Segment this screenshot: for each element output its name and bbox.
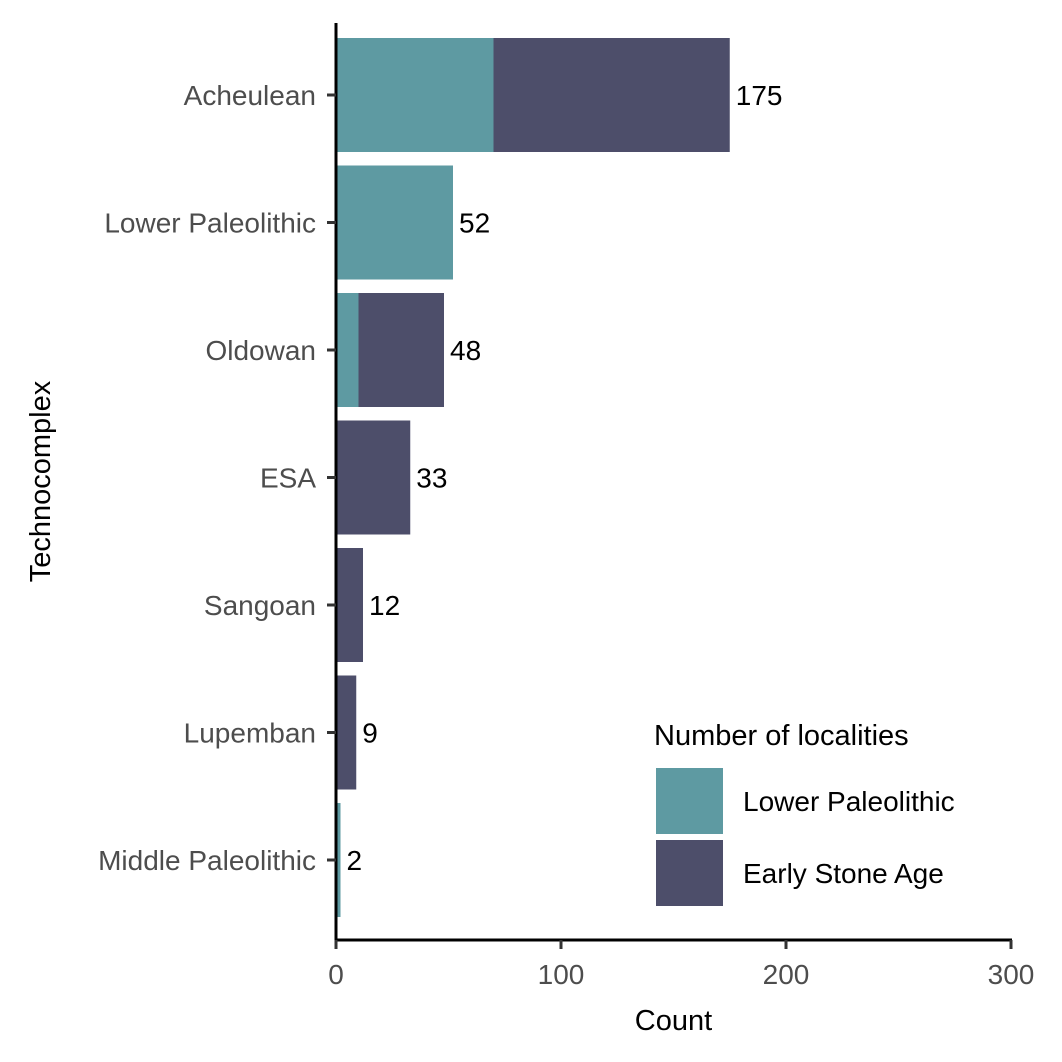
y-tick-label-middle-paleolithic: Middle Paleolithic xyxy=(98,845,316,876)
bar-lower-paleolithic-lower-paleolithic xyxy=(336,165,453,280)
legend-label-early-stone-age: Early Stone Age xyxy=(743,858,944,889)
bar-oldowan-early-stone-age xyxy=(358,293,444,407)
x-tick-label-100: 100 xyxy=(538,959,585,990)
bar-esa-early-stone-age xyxy=(336,420,411,535)
legend-label-lower-paleolithic: Lower Paleolithic xyxy=(743,786,955,817)
bar-sangoan-early-stone-age xyxy=(336,548,363,662)
data-label-sangoan: 12 xyxy=(369,590,400,621)
y-tick-label-sangoan: Sangoan xyxy=(204,590,316,621)
y-axis-ticks: Acheulean Lower Paleolithic Oldowan ESA Sang… xyxy=(98,80,336,876)
y-tick-label-esa: ESA xyxy=(260,463,316,494)
x-axis-ticks: 0 100 200 300 xyxy=(328,940,1034,990)
bar-middle-paleolithic-lower-paleolithic xyxy=(336,803,341,917)
bar-oldowan-lower-paleolithic xyxy=(336,293,359,407)
data-label-acheulean: 175 xyxy=(736,80,783,111)
y-tick-label-lower-paleolithic: Lower Paleolithic xyxy=(104,208,316,239)
x-tick-label-0: 0 xyxy=(328,959,344,990)
legend: Number of localities Lower Paleolithic Ea… xyxy=(654,720,955,906)
legend-entries: Lower Paleolithic Early Stone Age xyxy=(656,768,955,906)
y-tick-label-acheulean: Acheulean xyxy=(184,80,316,111)
y-tick-label-lupemban: Lupemban xyxy=(184,718,316,749)
bar-lupemban-early-stone-age xyxy=(336,675,357,790)
data-label-lower-paleolithic: 52 xyxy=(459,208,490,239)
bar-acheulean-early-stone-age xyxy=(493,38,730,152)
y-tick-label-oldowan: Oldowan xyxy=(205,335,316,366)
data-label-oldowan: 48 xyxy=(450,335,481,366)
bar-acheulean-lower-paleolithic xyxy=(336,38,494,152)
x-axis-title: Count xyxy=(635,1005,712,1037)
legend-swatch-early-stone-age xyxy=(656,840,723,906)
x-tick-label-200: 200 xyxy=(763,959,810,990)
bars-group xyxy=(336,38,730,917)
data-label-lupemban: 9 xyxy=(362,718,378,749)
y-axis-title: Technocomplex xyxy=(25,380,57,582)
data-labels-group: 175 52 48 33 12 9 2 xyxy=(347,80,783,876)
legend-title: Number of localities xyxy=(654,720,909,752)
data-label-middle-paleolithic: 2 xyxy=(347,845,363,876)
x-tick-label-300: 300 xyxy=(988,959,1035,990)
data-label-esa: 33 xyxy=(416,463,447,494)
legend-swatch-lower-paleolithic xyxy=(656,768,723,834)
